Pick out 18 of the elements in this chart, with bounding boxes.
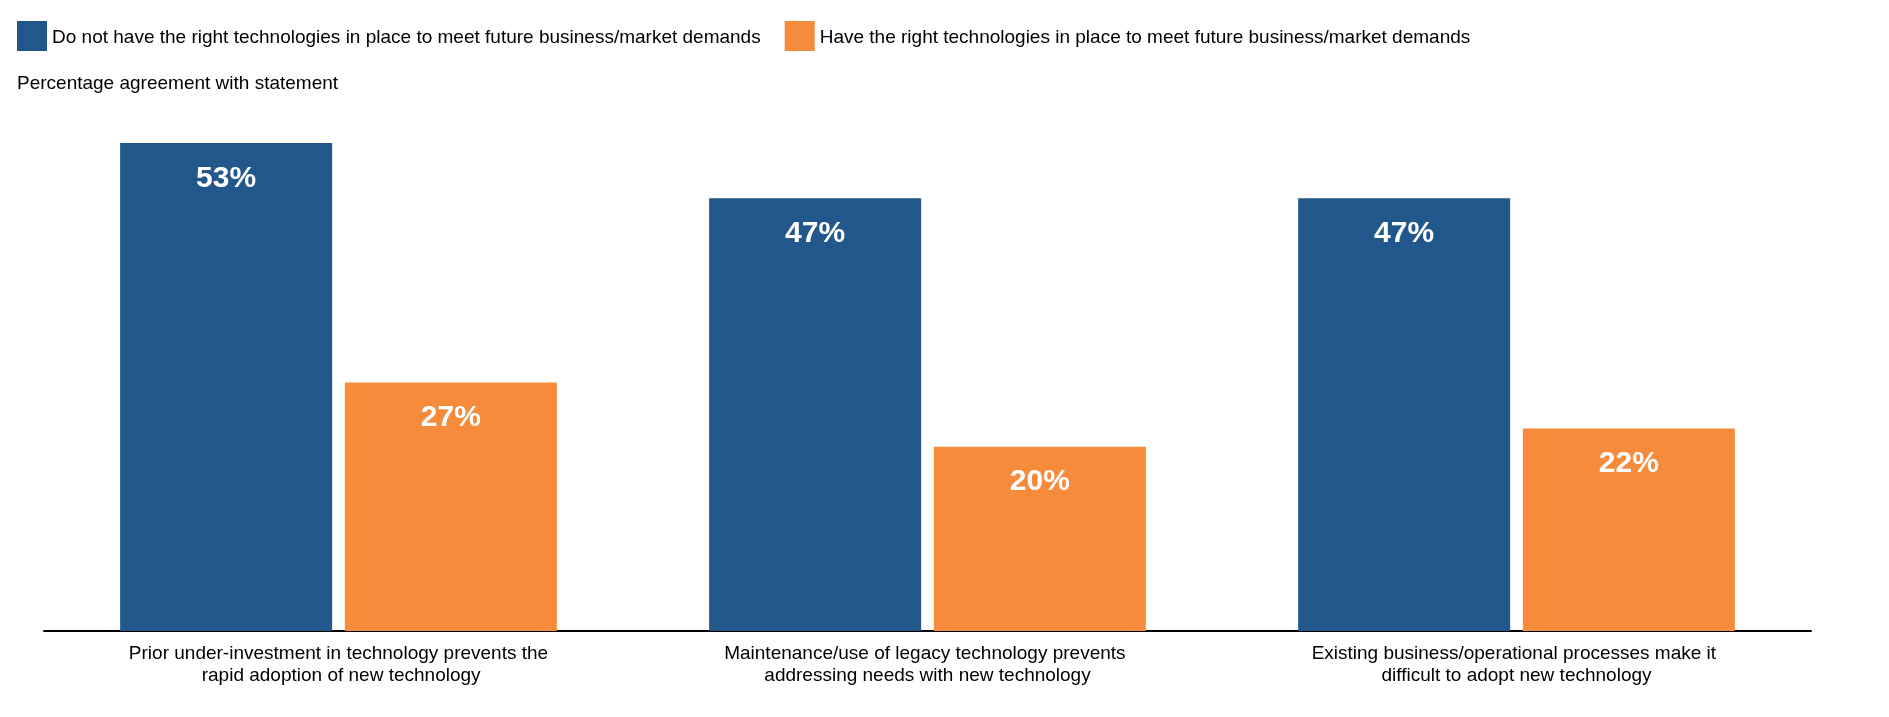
- bar: [933, 446, 1146, 631]
- data-label: 20%: [1009, 463, 1070, 497]
- bar: [120, 143, 333, 631]
- chart-subtitle: Percentage agreement with statement: [17, 72, 339, 93]
- bar: [1522, 428, 1735, 631]
- data-label: 47%: [1374, 214, 1435, 248]
- x-tick-label: Maintenance/use of legacy technology prevents addressing needs with new technology: [724, 641, 1131, 685]
- bar: [709, 198, 922, 631]
- data-label: 27%: [420, 398, 481, 432]
- data-label: 53%: [196, 159, 257, 193]
- bar: [1298, 198, 1511, 631]
- data-label: 47%: [785, 214, 846, 248]
- data-label: 22%: [1598, 444, 1659, 478]
- legend-label: Do not have the right technologies in place to meet future business/market demands: [52, 25, 761, 47]
- bar: [344, 382, 557, 631]
- x-tick-label: Prior under-investment in technology prevents the rapid adoption of new technology: [128, 641, 549, 685]
- legend-label: Have the right technologies in place to meet future business/market demands: [819, 25, 1471, 47]
- x-tick-label: Existing business/operational processes make it difficult to adopt new technology: [1311, 641, 1722, 685]
